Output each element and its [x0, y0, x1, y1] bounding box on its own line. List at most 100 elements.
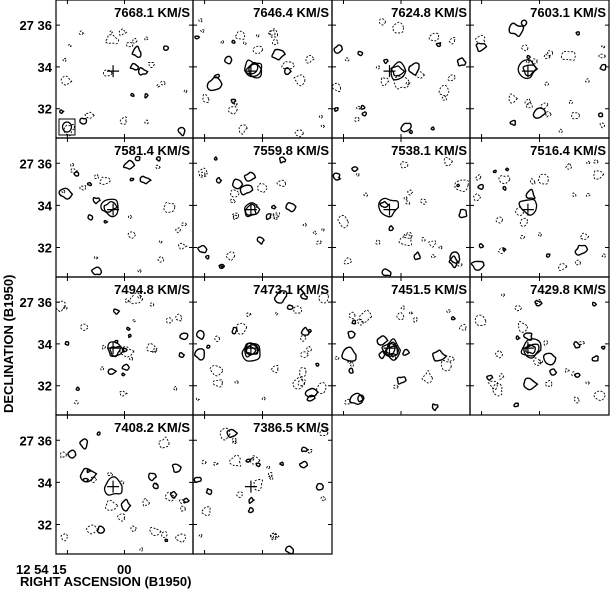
negative-contour [158, 436, 170, 449]
y-tick-label: 32 [38, 379, 52, 394]
emission-contour [390, 65, 406, 77]
negative-contour [347, 360, 352, 364]
positive-contour [300, 446, 309, 453]
panel-frame [469, 276, 610, 416]
negative-contour [543, 53, 551, 59]
negative-contour [420, 198, 427, 205]
negative-contour [537, 173, 549, 185]
positive-contour [349, 392, 364, 405]
positive-contour [169, 490, 178, 499]
negative-contour [359, 309, 373, 323]
negative-contour [78, 30, 85, 36]
emission-contour [248, 63, 259, 75]
positive-contour [121, 372, 126, 377]
negative-contour [447, 355, 455, 362]
negative-contour [163, 201, 176, 213]
negative-contour [454, 179, 469, 193]
panel-contours [56, 292, 189, 405]
negative-contour [80, 323, 89, 331]
x-tick-labels: 12 54 15 00 [16, 562, 131, 577]
positive-contour [73, 171, 80, 177]
positive-contour [435, 42, 442, 48]
negative-contour [236, 322, 248, 335]
negative-contour [270, 364, 279, 374]
positive-contour [504, 167, 510, 172]
negative-contour [302, 222, 307, 227]
negative-contour [119, 116, 128, 125]
negative-contour [155, 164, 161, 170]
negative-contour [261, 396, 266, 401]
positive-contour [475, 42, 488, 53]
negative-contour [160, 80, 166, 86]
negative-contour [276, 179, 286, 187]
positive-contour [247, 507, 255, 514]
negative-contour [178, 242, 188, 250]
negative-contour [230, 189, 240, 198]
emission-contour [245, 345, 257, 356]
negative-contour [60, 451, 67, 459]
positive-contour [215, 176, 223, 184]
negative-contour [601, 45, 606, 49]
positive-contour [545, 253, 551, 258]
positive-contour [383, 58, 389, 65]
emission-contour [520, 338, 542, 357]
negative-contour [231, 212, 240, 220]
negative-contour [408, 310, 414, 315]
x-tick-label-1: 00 [117, 562, 131, 577]
positive-contour [574, 372, 581, 378]
negative-contour [255, 33, 260, 38]
positive-contour [107, 368, 118, 376]
negative-contour [447, 74, 456, 82]
positive-contour [315, 482, 324, 491]
positive-contour [91, 266, 103, 276]
source-cross-marker [521, 342, 534, 355]
positive-contour [478, 243, 485, 249]
positive-contour [486, 374, 494, 381]
beam-ellipse [61, 121, 73, 133]
negative-contour [300, 351, 309, 358]
x-tick-label-0: 12 54 15 [16, 562, 67, 577]
negative-contour [253, 479, 263, 492]
negative-contour [292, 376, 306, 390]
panel-velocity-label: 7603.1 KM/S [530, 5, 606, 20]
negative-contour [234, 380, 239, 384]
positive-contour [332, 172, 341, 181]
negative-contour [61, 189, 66, 194]
negative-contour [86, 524, 99, 535]
panel-contours [197, 156, 325, 270]
negative-contour [572, 192, 577, 198]
positive-contour [96, 525, 106, 534]
positive-contour [127, 333, 132, 339]
negative-contour [124, 298, 130, 304]
negative-contour [571, 112, 580, 120]
panel-contours [474, 293, 606, 408]
positive-contour [402, 348, 411, 356]
negative-contour [272, 214, 279, 220]
negative-contour [380, 77, 390, 87]
negative-contour [272, 212, 281, 220]
positive-contour [520, 19, 528, 27]
negative-contour [564, 368, 570, 373]
emission-contour [522, 64, 538, 77]
negative-contour [584, 78, 590, 83]
negative-contour [392, 21, 404, 34]
negative-contour [63, 123, 75, 137]
negative-contour [127, 231, 137, 239]
negative-contour [297, 378, 306, 387]
panel-frame [192, 276, 333, 416]
panel-velocity-label: 7581.4 KM/S [114, 143, 190, 158]
negative-contour [538, 359, 544, 364]
positive-contour [430, 126, 435, 131]
positive-contour [226, 428, 239, 439]
negative-contour [268, 30, 276, 36]
positive-contour [178, 352, 186, 358]
negative-contour [403, 196, 408, 201]
negative-contour [375, 65, 380, 70]
negative-contour [229, 198, 237, 204]
positive-contour [376, 335, 389, 346]
positive-contour [381, 268, 392, 277]
negative-contour [268, 474, 274, 481]
positive-contour [152, 482, 159, 490]
positive-contour [431, 403, 439, 412]
positive-contour [396, 376, 407, 385]
